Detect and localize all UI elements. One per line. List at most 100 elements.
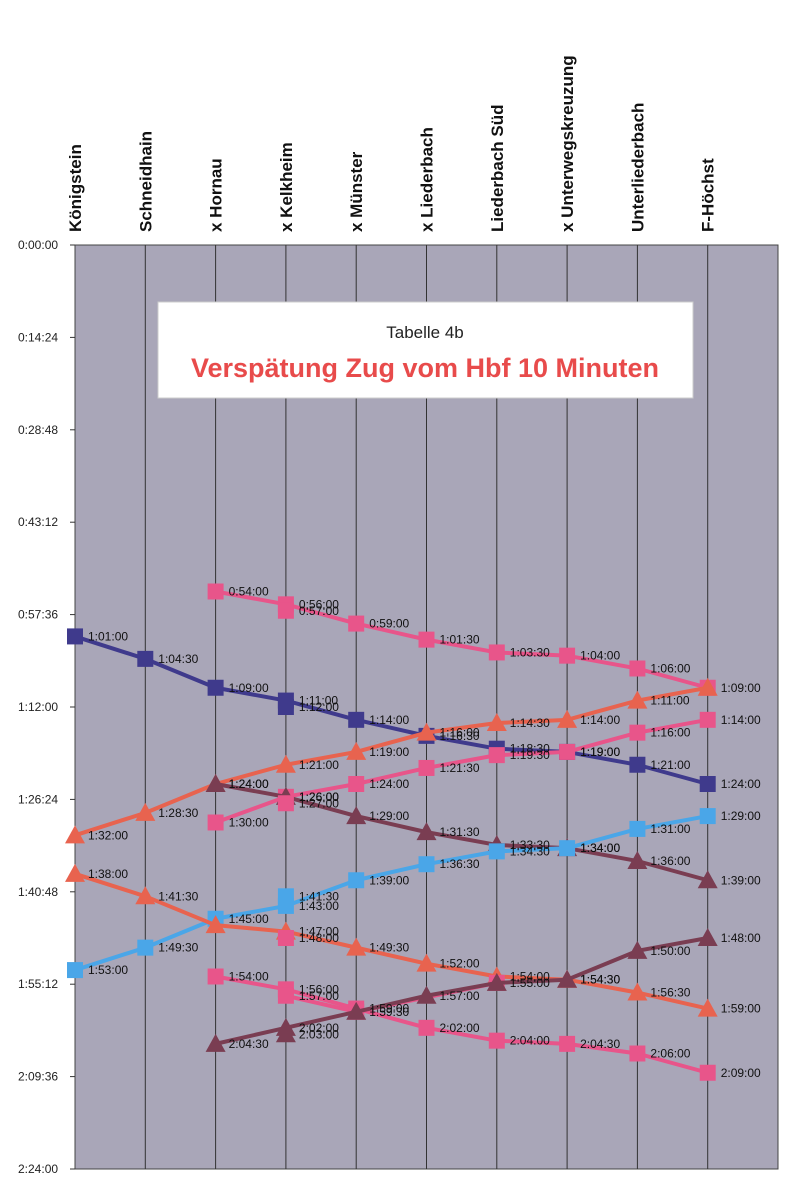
y-tick-label: 0:57:36 (18, 608, 58, 622)
series-line (215, 589, 709, 690)
square-marker (277, 987, 294, 1004)
title-box-background (157, 301, 694, 399)
series-line (74, 634, 709, 786)
square-marker (418, 631, 435, 648)
point-label: 1:19:00 (580, 745, 620, 759)
square-marker (699, 776, 716, 792)
point-label: 1:31:30 (440, 825, 480, 839)
point-label: 1:59:30 (369, 1005, 409, 1019)
triangle-marker (65, 863, 85, 882)
series-line (215, 936, 709, 1046)
square-marker (699, 808, 716, 825)
triangle-marker (205, 1033, 226, 1052)
y-tick-label: 0:43:12 (18, 515, 58, 529)
point-label: 2:06:00 (650, 1047, 690, 1061)
point-label: 1:54:00 (229, 970, 269, 984)
point-label: 1:14:30 (510, 716, 550, 730)
square-marker (277, 602, 294, 619)
triangle-marker (697, 870, 718, 889)
square-marker (67, 962, 83, 979)
point-label: 1:14:00 (580, 713, 620, 727)
point-label: 1:04:30 (158, 652, 198, 666)
point-label: 2:02:00 (299, 1021, 339, 1035)
y-tick-label: 1:12:00 (18, 700, 58, 714)
square-marker (207, 814, 224, 831)
point-label: 1:41:30 (158, 889, 198, 903)
point-label: 1:26:00 (299, 790, 339, 804)
y-axis-ticks: 0:00:00 0:14:24 0:28:48 0:43:12 0:57:36 1:12:… (18, 238, 58, 1176)
triangle-marker (416, 953, 437, 972)
point-label: 1:34:30 (510, 844, 550, 858)
y-tick-label: 0:14:24 (18, 330, 58, 344)
square-marker (348, 776, 365, 792)
station-label: x Unterwegskreuzung (558, 55, 577, 232)
square-marker (559, 743, 576, 760)
triangle-marker (205, 915, 226, 934)
point-label: 1:21:00 (299, 758, 339, 772)
point-label: 1:45:00 (229, 912, 269, 926)
point-label: 1:11:00 (650, 694, 689, 708)
triangle-marker (65, 825, 85, 844)
point-label: 1:19:30 (510, 748, 550, 762)
triangle-marker (486, 713, 507, 732)
square-marker (418, 1019, 435, 1036)
square-marker (348, 872, 365, 889)
square-marker (699, 1064, 716, 1081)
square-marker (348, 615, 365, 632)
square-marker (137, 650, 154, 667)
station-label: F-Höchst (699, 158, 718, 232)
square-marker (629, 724, 646, 741)
point-label: 1:27:00 (299, 796, 339, 810)
y-tick-label: 1:40:48 (18, 885, 58, 899)
triangle-marker (275, 1024, 296, 1043)
series-line (215, 974, 709, 1075)
square-marker (418, 759, 435, 776)
point-label: 1:31:00 (650, 822, 690, 836)
square-marker (559, 840, 576, 857)
triangle-marker (697, 928, 718, 946)
point-label: 1:21:30 (440, 761, 480, 775)
point-label: 1:19:00 (369, 745, 409, 759)
square-marker (629, 756, 646, 773)
triangle-marker (416, 822, 437, 841)
station-label: Königstein (66, 144, 85, 232)
point-label: 0:54:00 (229, 585, 269, 599)
point-label: 1:12:00 (299, 700, 339, 714)
point-label: 1:41:30 (299, 889, 339, 903)
point-label: 1:39:00 (721, 873, 761, 887)
point-label: 1:47:00 (299, 925, 339, 939)
point-label: 1:21:00 (650, 758, 690, 772)
square-marker (277, 699, 294, 715)
point-label: 2:04:30 (229, 1037, 269, 1051)
point-label: 1:56:00 (299, 982, 339, 996)
chart-title: Verspätung Zug vom Hbf 10 Minuten (191, 353, 659, 383)
square-marker (348, 711, 365, 728)
point-label: 1:33:30 (510, 838, 550, 852)
square-marker (207, 679, 224, 696)
y-tick-label: 1:55:12 (18, 977, 58, 991)
point-label: 1:04:00 (580, 649, 620, 663)
point-label: 1:49:30 (158, 941, 198, 955)
triangle-marker (627, 982, 648, 1001)
triangle-marker (697, 677, 718, 696)
triangle-marker (697, 998, 718, 1017)
station-label: Schneidhain (136, 131, 155, 232)
point-label: 1:43:00 (299, 899, 339, 913)
point-label: 1:01:00 (88, 629, 128, 643)
point-label: 1:24:00 (229, 777, 269, 791)
triangle-marker (275, 754, 296, 773)
series-layer (65, 583, 718, 1081)
station-label: x Münster (347, 151, 366, 232)
square-marker (488, 644, 505, 661)
series-line (74, 871, 709, 1011)
triangle-marker (416, 985, 437, 1004)
point-label: 2:09:00 (721, 1066, 761, 1080)
point-label: 0:59:00 (369, 617, 409, 631)
station-label: Liederbach Süd (488, 104, 507, 232)
triangle-marker (627, 690, 648, 709)
square-marker (277, 795, 294, 812)
station-label: x Kelkheim (277, 142, 296, 232)
triangle-marker (627, 940, 648, 959)
point-label: 0:56:00 (299, 597, 339, 611)
y-tick-label: 1:26:24 (18, 792, 58, 806)
